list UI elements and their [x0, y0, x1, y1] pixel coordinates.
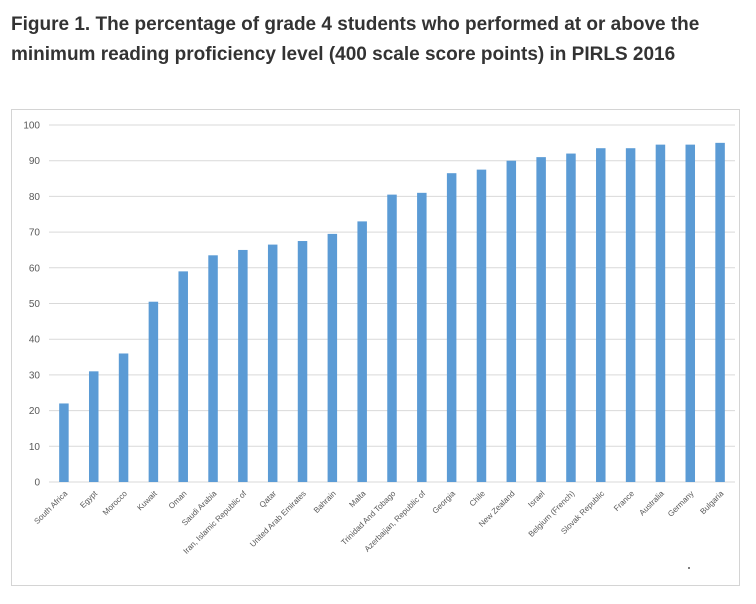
x-tick-label: Trinidad And Tobago	[339, 489, 397, 547]
bar	[417, 192, 427, 482]
y-tick-label: 10	[29, 442, 41, 453]
bar	[625, 148, 636, 482]
x-tick-label: Azerbaijan, Republic of	[363, 489, 428, 554]
bar	[536, 157, 546, 482]
bar	[655, 144, 666, 482]
stray-dot	[688, 567, 690, 569]
y-tick-label: 50	[29, 299, 41, 310]
bar	[566, 153, 576, 482]
x-tick-label: Germany	[666, 489, 696, 519]
bar	[476, 169, 487, 482]
bar	[327, 233, 338, 482]
y-tick-label: 30	[29, 370, 41, 381]
bar	[148, 301, 159, 482]
bar	[446, 173, 457, 482]
y-tick-label: 40	[29, 335, 41, 346]
bar-chart: 0 10 20 30 40 50 60 70 80 90 100 South Africa Egypt…	[23, 121, 735, 556]
x-tick-label: Israel	[526, 489, 546, 509]
y-tick-label: 70	[29, 228, 41, 239]
y-tick-label: 80	[29, 192, 41, 203]
y-tick-label: 0	[34, 478, 40, 489]
bar	[59, 403, 69, 482]
x-tick-label: Malta	[347, 489, 368, 510]
bar	[297, 241, 308, 482]
x-tick-label: Georgia	[431, 489, 458, 516]
y-tick-label: 20	[29, 406, 41, 417]
bar	[596, 148, 606, 482]
y-tick-label: 90	[29, 156, 41, 167]
y-tick-label: 60	[29, 263, 41, 274]
bar	[208, 255, 218, 482]
bar	[685, 144, 696, 482]
y-tick-label: 100	[23, 121, 40, 132]
bar	[267, 244, 278, 482]
x-tick-label: United Arab Emirates	[248, 489, 308, 549]
x-tick-label: France	[612, 489, 636, 513]
bar	[506, 160, 517, 482]
x-tick-label: Bahrain	[312, 489, 338, 515]
x-tick-label: Qatar	[258, 489, 279, 510]
x-tick-label: Bulgaria	[698, 489, 726, 517]
bar	[715, 142, 725, 482]
x-tick-label: Egypt	[78, 489, 99, 510]
chart-frame: 0 10 20 30 40 50 60 70 80 90 100 South Africa Egypt…	[11, 109, 740, 586]
x-tick-label: Kuwait	[135, 489, 159, 513]
x-tick-label: Australia	[637, 489, 666, 518]
x-tick-label: South Africa	[32, 489, 69, 526]
bar	[178, 271, 188, 482]
x-tick-label: Oman	[167, 489, 189, 511]
bar	[118, 353, 129, 482]
bar	[357, 221, 367, 482]
x-tick-label: Morocco	[101, 489, 129, 517]
page-title: Figure 1. The percentage of grade 4 stud…	[11, 14, 700, 65]
bar	[88, 371, 99, 482]
bar	[387, 194, 397, 482]
bar	[238, 249, 248, 482]
x-tick-label: Chile	[468, 489, 488, 509]
